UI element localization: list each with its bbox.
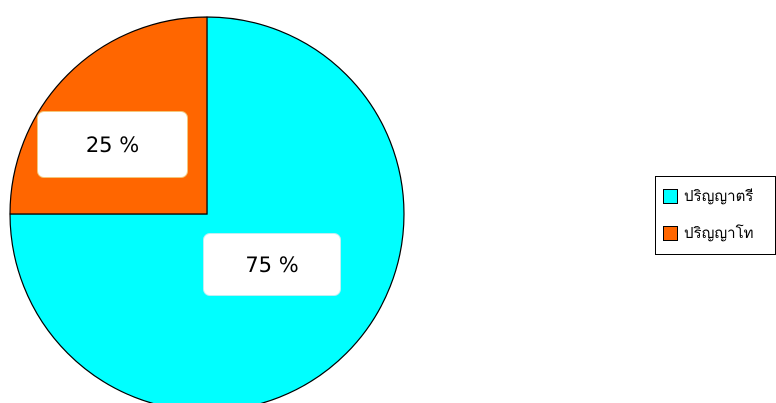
- legend-label-master: ปริญญาโท: [684, 224, 754, 242]
- legend-item-master: ปริญญาโท: [663, 222, 754, 244]
- legend-swatch-bachelor: [663, 188, 678, 204]
- legend-label-bachelor: ปริญญาตรี: [684, 187, 754, 205]
- legend-swatch-master: [663, 225, 678, 241]
- data-label-slice-2: 25 %: [37, 111, 188, 178]
- pie-slice-1: [9, 16, 405, 403]
- data-label-slice-1: 75 %: [203, 233, 341, 296]
- legend-item-bachelor: ปริญญาตรี: [663, 185, 753, 207]
- legend: ปริญญาตรี ปริญญาโท: [655, 176, 776, 255]
